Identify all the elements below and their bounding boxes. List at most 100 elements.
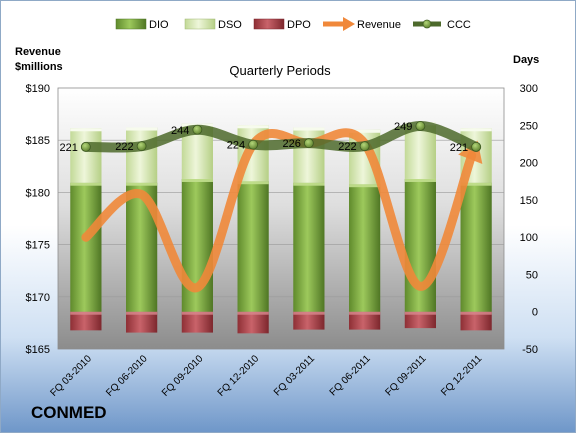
- bar-dpo-cap: [404, 311, 436, 315]
- left-tick-label: $190: [26, 83, 50, 95]
- left-axis-title-line1: Revenue: [15, 46, 61, 58]
- ccc-point: [359, 141, 370, 152]
- left-tick-label: $165: [26, 344, 50, 356]
- ccc-point: [415, 121, 426, 131]
- legend-swatch-dpo: [253, 18, 285, 30]
- left-tick-label: $170: [26, 292, 50, 304]
- right-tick-label: 200: [520, 158, 538, 170]
- ccc-data-label: 222: [338, 141, 356, 153]
- ccc-point: [136, 141, 147, 152]
- ccc-point: [248, 139, 259, 150]
- bar-dso-cap: [349, 129, 381, 133]
- bar-dpo-cap: [70, 311, 102, 315]
- bar-dpo: [181, 311, 213, 333]
- bar-dso-cap: [237, 125, 269, 129]
- bar-dpo: [349, 311, 381, 330]
- right-axis-title: Days: [513, 54, 539, 66]
- bar-dso-cap: [293, 127, 325, 131]
- left-tick-label: $175: [26, 240, 50, 252]
- ccc-point: [471, 142, 482, 152]
- bar-dso-cap: [460, 128, 492, 132]
- bar-dio-cap: [460, 182, 492, 186]
- bar-dio-cap: [70, 182, 102, 186]
- bar-dio-cap: [126, 182, 158, 186]
- right-tick-label: 300: [520, 83, 538, 95]
- bar-dpo: [404, 311, 436, 329]
- ccc-data-label: 221: [450, 142, 468, 154]
- right-tick-label: 150: [520, 195, 538, 207]
- legend-swatch-ccc: [413, 19, 441, 29]
- legend-label-revenue: Revenue: [357, 19, 401, 31]
- category-label: FQ 09-2011: [384, 353, 429, 398]
- ccc-point: [303, 138, 314, 149]
- bar-dio: [293, 182, 325, 312]
- category-label: FQ 03-2010: [48, 353, 94, 399]
- right-tick-label: -50: [522, 344, 538, 356]
- legend-swatch-revenue: [323, 17, 355, 31]
- bar-dpo-cap: [181, 311, 213, 315]
- chart-title: Quarterly Periods: [229, 63, 331, 78]
- bar-dpo: [460, 311, 492, 331]
- ccc-data-label: 222: [115, 141, 133, 153]
- bar-dpo-cap: [126, 311, 158, 315]
- legend: DIO DSO DPO Revenue CCC: [115, 17, 471, 31]
- legend-label-dpo: DPO: [287, 19, 311, 31]
- bar-dpo: [293, 311, 325, 330]
- category-label: FQ 06-2011: [328, 353, 373, 398]
- category-label: FQ 09-2010: [160, 353, 206, 399]
- left-tick-label: $185: [26, 135, 50, 147]
- company-label: CONMED: [31, 403, 107, 422]
- left-axis-title-line2: $millions: [15, 61, 63, 73]
- legend-label-dso: DSO: [218, 19, 242, 31]
- ccc-data-label: 244: [171, 125, 189, 137]
- bar-dio: [349, 184, 381, 312]
- ccc-data-label: 221: [60, 142, 78, 154]
- bar-dso-cap: [70, 128, 102, 132]
- category-label: FQ 03-2011: [272, 353, 317, 398]
- legend-label-ccc: CCC: [447, 19, 471, 31]
- bar-dio-cap: [293, 182, 325, 186]
- legend-label-dio: DIO: [149, 19, 169, 31]
- category-labels: FQ 03-2010 FQ 06-2010 FQ 09-2010 FQ 12-2010…: [48, 353, 484, 399]
- bar-dso: [126, 127, 158, 183]
- bar-dio: [460, 182, 492, 312]
- ccc-data-label: 249: [394, 121, 412, 133]
- right-tick-label: 0: [532, 307, 538, 319]
- bar-dso-cap: [126, 127, 158, 131]
- legend-swatch-dso: [184, 18, 216, 30]
- bar-dso: [70, 128, 102, 183]
- ccc-data-label: 224: [227, 140, 245, 152]
- ccc-data-label: 226: [283, 138, 301, 150]
- bar-dpo: [126, 311, 158, 333]
- right-tick-label: 100: [520, 232, 538, 244]
- ccc-point: [192, 124, 203, 135]
- bar-dio-cap: [181, 178, 213, 182]
- lines: 221 222 244 224 226 222 249 221: [60, 121, 483, 292]
- category-label: FQ 06-2010: [104, 353, 150, 399]
- bar-dpo-cap: [293, 311, 325, 315]
- revenue-line: [81, 128, 477, 292]
- left-tick-label: $180: [26, 187, 50, 199]
- category-label: FQ 12-2010: [216, 353, 262, 399]
- bar-dio-cap: [404, 178, 436, 182]
- right-tick-label: 50: [526, 269, 538, 281]
- bar-dpo-cap: [237, 311, 269, 315]
- bar-dpo: [237, 311, 269, 334]
- right-axis-ticks: -50 0 50 100 150 200 250 300: [520, 83, 538, 356]
- bar-dpo: [70, 311, 102, 331]
- bar-dio: [70, 182, 102, 312]
- left-axis-ticks: $165 $170 $175 $180 $185 $190: [26, 83, 50, 356]
- ccc-point: [80, 142, 91, 152]
- bar-dio: [404, 178, 436, 312]
- bar-dpo-cap: [349, 311, 381, 315]
- bar-dpo-cap: [460, 311, 492, 315]
- right-tick-label: 250: [520, 120, 538, 132]
- legend-swatch-dio: [115, 18, 147, 30]
- category-label: FQ 12-2011: [439, 353, 484, 398]
- bar-dio: [237, 181, 269, 312]
- bar-dso: [293, 127, 325, 183]
- bar-dio-cap: [237, 181, 269, 185]
- bar-dio-cap: [349, 184, 381, 188]
